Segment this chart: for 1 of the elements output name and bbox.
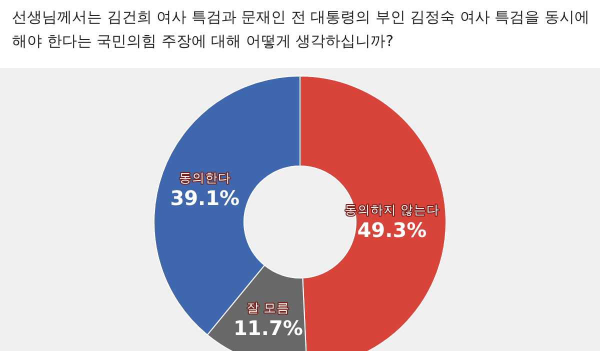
title: 선생님께서는 김건희 여사 특검과 문재인 전 대통령의 부인 김정숙 여사 특검을 동시에 해야 한다는 국민의힘 주장에 대해 어떻게 생각하십니까? — [12, 8, 590, 50]
